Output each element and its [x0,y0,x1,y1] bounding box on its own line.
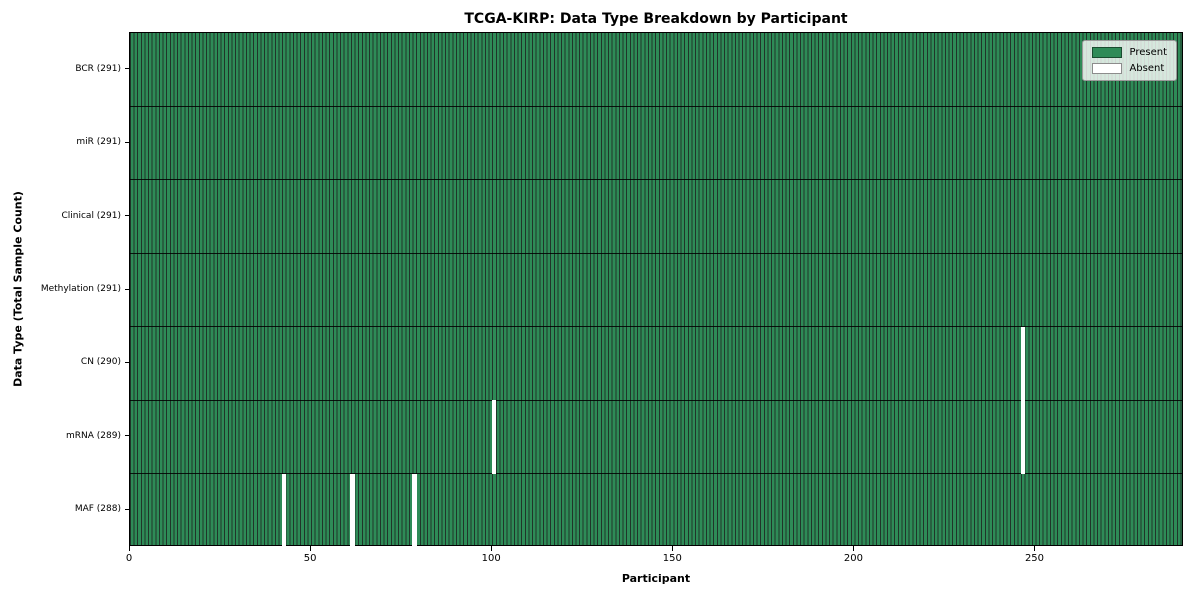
y-tick-label: Clinical (291) [61,210,121,221]
y-tick-label: miR (291) [76,137,121,148]
row-divider [130,179,1182,181]
x-tick-mark [309,546,311,551]
legend: Present Absent [1082,40,1177,81]
x-tick-label: 150 [662,553,682,564]
y-tick-label: CN (290) [80,357,121,368]
absent-marker [491,400,497,474]
y-tick-mark [125,68,129,70]
y-tick-label: mRNA (289) [66,430,121,441]
legend-swatch-icon [1092,47,1123,58]
x-tick-label: 100 [481,553,501,564]
x-tick-mark [671,546,673,551]
y-tick-label: BCR (291) [75,63,121,74]
y-tick-label: Methylation (291) [40,284,121,294]
legend-swatch-icon [1092,63,1123,74]
absent-marker [412,473,417,547]
x-tick-label: 0 [125,553,133,564]
y-tick-mark [125,508,129,510]
row-divider [130,399,1182,401]
y-tick-mark [125,435,129,437]
y-tick-label: MAF (288) [74,504,121,515]
legend-label: Present [1129,47,1167,58]
row-divider [130,326,1182,328]
y-tick-mark [125,215,129,217]
plot-area: Present Absent [129,32,1183,547]
legend-label: Absent [1129,63,1165,74]
row-divider [130,252,1182,254]
x-tick-label: 250 [1024,553,1045,564]
x-tick-mark [128,546,130,551]
row-divider [130,473,1182,475]
absent-marker [1020,326,1026,401]
absent-marker [350,473,356,547]
x-axis-label: Participant [621,572,691,585]
y-tick-mark [125,288,129,290]
chart-title: TCGA-KIRP: Data Type Breakdown by Partic… [464,11,848,27]
row-divider [130,105,1182,107]
x-tick-mark [490,546,492,551]
y-tick-mark [125,361,129,363]
absent-marker [1020,400,1026,474]
legend-item: Absent [1092,63,1167,74]
absent-marker [281,473,287,547]
x-tick-mark [1033,546,1035,551]
x-tick-label: 200 [843,553,863,564]
x-tick-label: 50 [303,553,317,564]
legend-item: Present [1092,47,1167,58]
x-tick-mark [852,546,854,551]
y-tick-mark [125,141,129,143]
